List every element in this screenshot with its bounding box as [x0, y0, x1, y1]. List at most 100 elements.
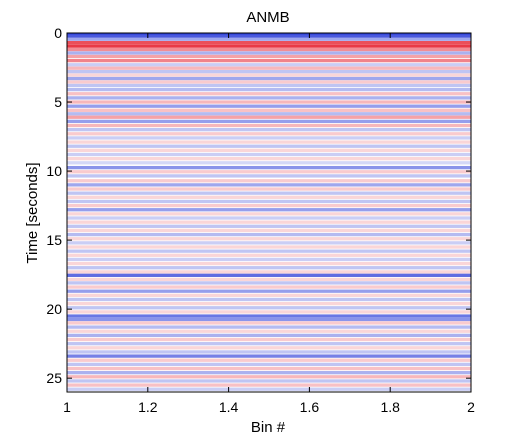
heatmap-band [67, 115, 471, 119]
heatmap-band [67, 148, 471, 153]
heatmap-band [67, 165, 471, 170]
plot-frame [66, 32, 472, 393]
heatmap-band [67, 161, 471, 165]
heatmap-bands [67, 33, 471, 391]
heatmap-band [67, 333, 471, 338]
heatmap-band [67, 371, 471, 375]
heatmap-band [67, 70, 471, 74]
x-tick-label: 1 [63, 399, 71, 415]
heatmap-band [67, 191, 471, 195]
heatmap-band [67, 228, 471, 233]
heatmap-band [67, 317, 471, 322]
heatmap-band [67, 358, 471, 362]
y-tick-label: 25 [46, 370, 62, 386]
x-tick-label: 1.4 [219, 399, 239, 415]
heatmap-band [67, 293, 471, 297]
heatmap-band [67, 87, 471, 92]
heatmap-band [67, 383, 471, 387]
heatmap-band [67, 301, 471, 306]
x-tick-label: 2 [467, 399, 475, 415]
heatmap-band [67, 321, 471, 325]
heatmap-band [67, 73, 471, 77]
heatmap-band [67, 83, 471, 88]
heatmap-band [67, 354, 471, 358]
heatmap-band [67, 174, 471, 178]
heatmap-band [67, 187, 471, 191]
heatmap-band [67, 306, 471, 310]
heatmap-band [67, 310, 471, 314]
y-axis: 0 5 10 15 20 25 [46, 25, 471, 386]
heatmap-band [67, 362, 471, 367]
heatmap-band [67, 387, 471, 391]
heatmap-band [67, 266, 471, 270]
heatmap-band [67, 123, 471, 128]
heatmap-band [67, 253, 471, 257]
heatmap-band [67, 51, 471, 55]
heatmap-band [67, 342, 471, 346]
y-tick-label: 10 [46, 163, 62, 179]
heatmap-band [67, 144, 471, 148]
heatmap-band [67, 379, 471, 383]
heatmap-band [67, 104, 471, 108]
heatmap-band [67, 285, 471, 289]
heatmap-band [67, 66, 471, 70]
heatmap-band [67, 96, 471, 100]
heatmap-band [67, 297, 471, 302]
heatmap-band [67, 80, 471, 84]
heatmap-band [67, 33, 471, 36]
heatmap-band [67, 44, 471, 48]
heatmap-band [67, 34, 471, 39]
y-tick-label: 0 [54, 25, 62, 41]
x-tick-label: 1.6 [300, 399, 320, 415]
heatmap-band [67, 325, 471, 329]
x-axis: 1 1.2 1.4 1.6 1.8 2 [63, 33, 475, 415]
heatmap-band [67, 277, 471, 282]
heatmap-band [67, 58, 471, 63]
y-tick-label: 15 [46, 232, 62, 248]
y-tick-label: 20 [46, 301, 62, 317]
y-axis-label: Time [seconds] [24, 162, 41, 263]
heatmap-band [67, 119, 471, 124]
heatmap-band [67, 241, 471, 245]
heatmap-band [67, 152, 471, 157]
heatmap-band [67, 136, 471, 140]
heatmap-band [67, 375, 471, 379]
heatmap-band [67, 245, 471, 249]
x-axis-label: Bin # [251, 419, 286, 436]
heatmap-band [67, 224, 471, 228]
y-tick-label: 5 [54, 94, 62, 110]
heatmap-band [67, 47, 471, 52]
heatmap-band [67, 37, 471, 41]
heatmap-band [67, 216, 471, 220]
heatmap-band [67, 220, 471, 224]
heatmap-band [67, 281, 471, 285]
heatmap-band [67, 41, 471, 45]
heatmap-band [67, 76, 471, 81]
heatmap-band [67, 232, 471, 237]
heatmap-band [67, 237, 471, 241]
heatmap-band [67, 314, 471, 318]
heatmap-band [67, 195, 471, 199]
heatmap-band [67, 329, 471, 333]
heatmap-band [67, 366, 471, 371]
heatmap-band [67, 179, 471, 183]
heatmap-band [67, 337, 471, 342]
heatmap-band [67, 257, 471, 262]
heatmap-band [67, 203, 471, 208]
heatmap-band [67, 350, 471, 354]
heatmap-band [67, 170, 471, 174]
heatmap-band [67, 270, 471, 274]
heatmap-band [67, 183, 471, 187]
heatmap-band [67, 212, 471, 216]
heatmap-band [67, 273, 471, 277]
heatmap-band [67, 208, 471, 212]
heatmap-band [67, 132, 471, 136]
heatmap-band [67, 108, 471, 112]
heatmap-band [67, 128, 471, 132]
heatmap-band [67, 63, 471, 67]
heatmap-band [67, 54, 471, 59]
x-tick-label: 1.8 [380, 399, 400, 415]
heatmap-band [67, 346, 471, 350]
chart-title: ANMB [246, 9, 289, 26]
